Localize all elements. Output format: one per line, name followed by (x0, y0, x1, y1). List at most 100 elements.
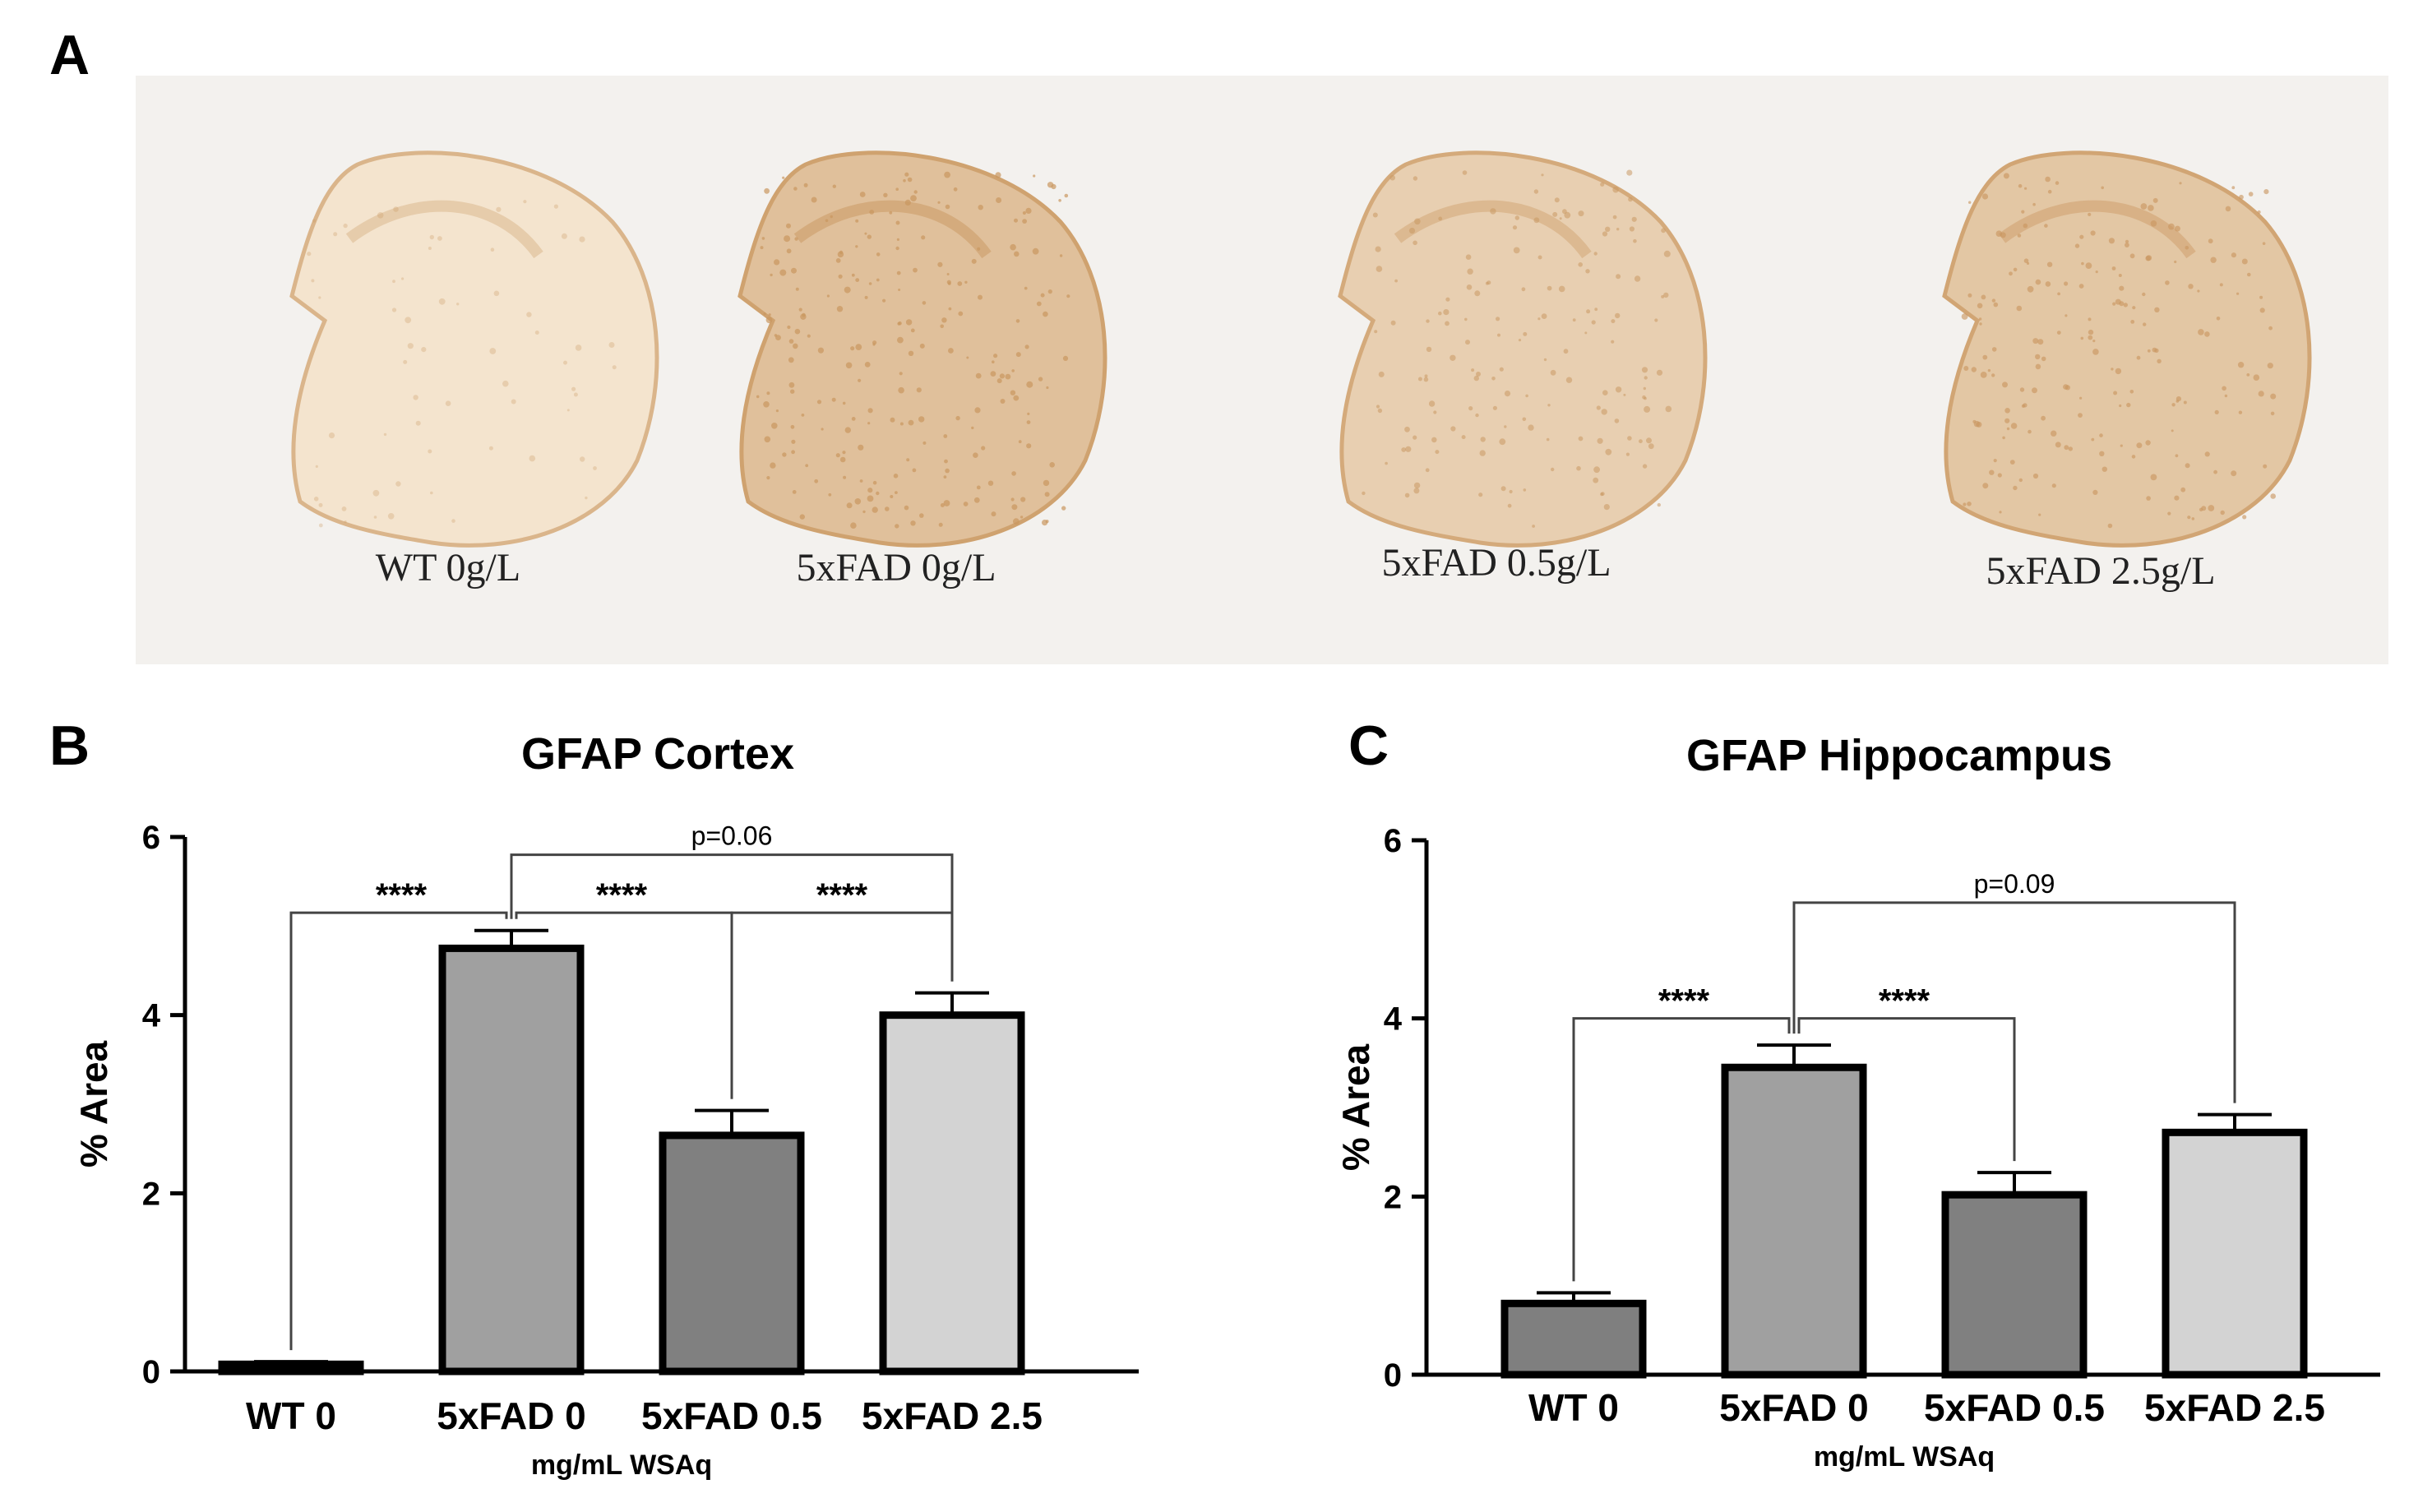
stain-speckle (855, 344, 862, 350)
stain-speckle (828, 492, 832, 497)
bar (438, 944, 585, 1376)
stain-speckle (1033, 174, 1036, 178)
stain-speckle (2174, 225, 2180, 232)
stain-speckle (2130, 320, 2135, 324)
stain-speckle (2088, 212, 2092, 216)
stain-speckle (1656, 369, 1663, 376)
stain-speckle (855, 219, 859, 223)
stain-speckle (910, 328, 915, 333)
brain-section (289, 150, 659, 548)
stain-speckle (2180, 487, 2186, 492)
stain-speckle (858, 378, 862, 382)
stain-speckle (978, 205, 983, 210)
stain-speckle (864, 232, 867, 235)
stain-speckle (2055, 181, 2060, 185)
stain-speckle (2023, 223, 2028, 229)
stain-speckle (2088, 317, 2092, 321)
stain-speckle (1644, 405, 1651, 413)
stain-speckle (1661, 294, 1665, 298)
stain-speckle (2210, 257, 2217, 263)
stain-speckle (858, 444, 864, 451)
stain-speckle (1977, 303, 1983, 309)
stain-speckle (1982, 354, 1988, 360)
stain-speckle (311, 279, 315, 283)
stain-speckle (1011, 471, 1016, 476)
stain-speckle (2132, 306, 2136, 310)
y-axis-label: % Area (72, 1040, 115, 1168)
stain-speckle (1465, 340, 1470, 345)
stain-speckle (2225, 206, 2231, 212)
stain-speckle (907, 177, 913, 183)
stain-speckle (787, 325, 791, 330)
stain-speckle (2051, 430, 2057, 437)
stain-speckle (1509, 489, 1513, 494)
stain-speckle (943, 475, 947, 479)
stain-speckle (913, 267, 918, 273)
stain-speckle (1490, 208, 1496, 215)
stain-speckle (897, 336, 904, 344)
stain-speckle (1404, 492, 1410, 498)
stain-speckle (1404, 426, 1410, 432)
stain-speckle (2013, 267, 2018, 272)
stain-speckle (2018, 478, 2023, 483)
stain-speckle (2009, 271, 2013, 276)
stain-speckle (307, 252, 312, 257)
stain-speckle (2231, 470, 2237, 477)
stain-speckle (1464, 317, 1468, 321)
stain-speckle (885, 506, 890, 511)
stain-speckle (1014, 218, 1018, 223)
stain-speckle (1010, 497, 1015, 502)
stain-speckle (864, 362, 871, 368)
stain-speckle (1643, 386, 1646, 391)
stain-speckle (2019, 387, 2025, 392)
stain-speckle (1467, 268, 1473, 275)
stain-speckle (1425, 468, 1430, 473)
stain-speckle (1997, 473, 2002, 478)
significance-bracket (510, 853, 954, 982)
stain-speckle (916, 387, 922, 393)
stain-speckle (993, 354, 998, 358)
stain-speckle (760, 246, 764, 250)
stain-speckle (2213, 469, 2217, 474)
stain-speckle (1532, 525, 1535, 528)
stain-speckle (792, 490, 797, 494)
stain-speckle (1015, 352, 1021, 358)
stain-speckle (1578, 210, 1584, 217)
stain-speckle (421, 347, 427, 353)
hippocampus-arc (345, 200, 543, 259)
stain-speckle (2219, 283, 2223, 287)
stain-speckle (1537, 317, 1541, 321)
stain-speckle (774, 259, 780, 266)
stain-speckle (2175, 400, 2180, 403)
stain-speckle (1011, 504, 1018, 511)
stain-speckle (890, 495, 894, 498)
stain-speckle (561, 233, 567, 239)
stain-speckle (811, 197, 817, 203)
stain-speckle (1593, 466, 1600, 474)
stain-speckle (2187, 516, 2191, 520)
stain-speckle (2064, 281, 2069, 286)
stain-speckle (1032, 247, 1039, 255)
stain-speckle (1377, 408, 1383, 414)
stain-speckle (2214, 409, 2219, 414)
stain-speckle (2204, 331, 2210, 337)
stain-speckle (1026, 381, 1033, 388)
stain-speckle (2174, 495, 2180, 501)
stain-speckle (2088, 329, 2094, 335)
stain-speckle (890, 417, 895, 423)
stain-speckle (763, 401, 770, 408)
stain-speckle (2047, 189, 2052, 194)
stain-speckle (1616, 274, 1621, 280)
stain-speckle (1413, 176, 1418, 181)
stain-speckle (2090, 230, 2096, 236)
stain-speckle (585, 496, 588, 500)
stain-speckle (912, 468, 917, 473)
stain-speckle (826, 294, 830, 298)
stain-speckle (2023, 258, 2029, 263)
stain-speckle (1600, 182, 1605, 187)
stain-speckle (2113, 391, 2118, 395)
stain-speckle (2259, 295, 2263, 299)
stain-speckle (899, 422, 904, 426)
stain-speckle (905, 319, 913, 326)
stain-speckle (445, 400, 451, 406)
